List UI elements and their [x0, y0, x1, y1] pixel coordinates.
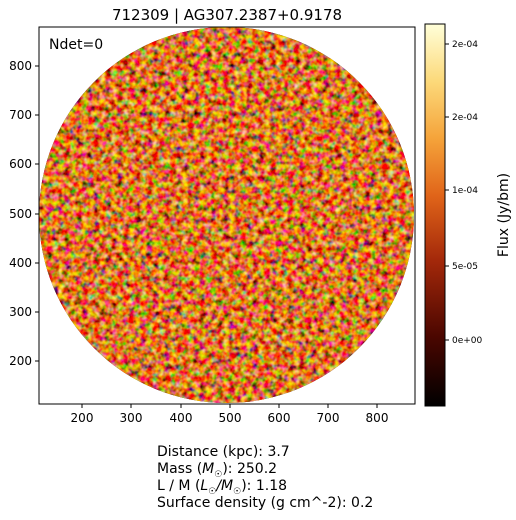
lm-value: 1.18	[255, 478, 288, 494]
colorbar-tick-label: 1e-04	[452, 186, 478, 196]
distance-line: Distance (kpc): 3.7	[157, 444, 290, 461]
x-tick-label: 800	[366, 411, 389, 425]
y-tick-label: 600	[9, 157, 32, 171]
x-tick-label: 600	[268, 411, 291, 425]
lm-line: L / M (L☉/M☉): 1.18	[157, 478, 288, 497]
y-tick-label: 500	[9, 207, 32, 221]
colorbar-tick-label: 2e-04	[452, 113, 478, 123]
mass-label: Mass (	[157, 461, 203, 477]
sun-symbol: ☉	[233, 486, 242, 497]
plot-frame	[38, 26, 416, 405]
flux-map-image	[39, 27, 414, 403]
surface-density-line: Surface density (g cm^-2): 0.2	[157, 495, 373, 512]
x-tick-label: 400	[170, 411, 193, 425]
colorbar-tick-label: 5e-05	[452, 262, 478, 272]
surface-density-label: Surface density (g cm^-2):	[157, 495, 352, 511]
distance-label: Distance (kpc):	[157, 444, 268, 460]
sun-symbol: ☉	[214, 469, 223, 480]
y-tick-label: 400	[9, 256, 32, 270]
x-tick-label: 700	[317, 411, 340, 425]
sun-symbol: ☉	[208, 486, 217, 497]
colorbar-tick-label: 0e+00	[452, 336, 483, 346]
y-tick-label: 700	[9, 108, 32, 122]
ndet-annotation: Ndet=0	[49, 37, 103, 53]
mass-line: Mass (M☉): 250.2	[157, 461, 278, 480]
x-tick-label: 500	[219, 411, 242, 425]
lm-label: L / M (	[157, 478, 201, 494]
mass-symbol: M	[202, 461, 215, 477]
x-tick-label: 200	[71, 411, 94, 425]
mass-value: 250.2	[236, 461, 278, 477]
colorbar-ticks: 0e+00 5e-05 1e-04 2e-04 2e-04	[445, 40, 483, 346]
y-tick-label: 300	[9, 305, 32, 319]
y-tick-label: 800	[9, 59, 32, 73]
x-axis: 200 300 400 500 600 700 800	[71, 404, 389, 425]
y-tick-label: 200	[9, 354, 32, 368]
colorbar	[424, 23, 446, 407]
x-tick-label: 300	[120, 411, 143, 425]
colorbar-tick-label: 2e-04	[452, 40, 478, 50]
plot-title: 712309 | AG307.2387+0.9178	[112, 6, 342, 24]
colorbar-label: Flux (Jy/bm)	[496, 173, 512, 257]
y-axis: 200 300 400 500 600 700 800	[9, 59, 39, 368]
surface-density-value: 0.2	[351, 495, 374, 511]
distance-value: 3.7	[267, 444, 290, 460]
